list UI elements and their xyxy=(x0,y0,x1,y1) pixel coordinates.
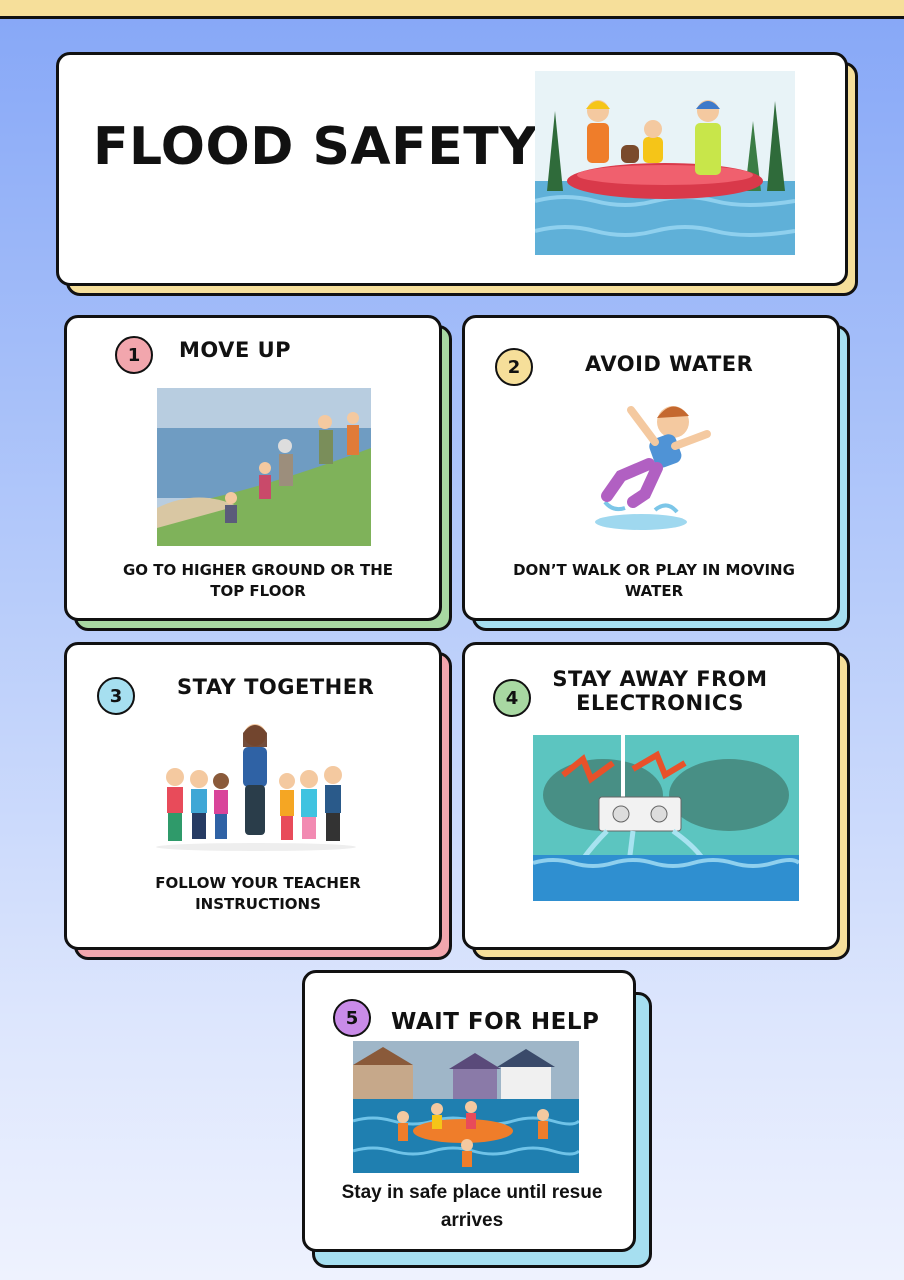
top-bar xyxy=(0,0,904,19)
step-title: AVOID WATER xyxy=(585,352,754,376)
step-caption: GO TO HIGHER GROUND OR THE TOP FLOOR xyxy=(122,561,394,600)
step-card-2: 2 AVOID WATER DON’T WALK OR PLAY IN MOVI… xyxy=(462,315,850,631)
step-title: STAY AWAY FROM ELECTRONICS xyxy=(552,667,768,715)
step-card-5: 5 WAIT FOR HELP Stay in safe place until… xyxy=(302,970,652,1268)
step-title: MOVE UP xyxy=(179,338,292,362)
step-number-badge: 4 xyxy=(493,679,531,717)
flood-rescue-boat-illustration xyxy=(353,1041,579,1173)
rescue-boat-illustration xyxy=(535,71,795,255)
step-number-badge: 1 xyxy=(115,336,153,374)
step-title: WAIT FOR HELP xyxy=(391,1009,600,1035)
step-card-3: 3 STAY TOGETHER FOLLOW YOUR TEACHER INST… xyxy=(64,642,452,960)
page-title: FLOOD SAFETY xyxy=(93,117,538,177)
teacher-with-children-illustration xyxy=(156,724,356,851)
step-caption: FOLLOW YOUR TEACHER INSTRUCTIONS xyxy=(155,874,361,913)
step-caption: Stay in safe place until resue arrives xyxy=(341,1182,603,1231)
step-card-1: 1 MOVE UP GO TO HIGHER GROUND OR THE TOP… xyxy=(64,315,452,631)
step-number-badge: 5 xyxy=(333,999,371,1037)
step-number-badge: 3 xyxy=(97,677,135,715)
step-caption: DON’T WALK OR PLAY IN MOVING WATER xyxy=(513,561,795,600)
step-number-badge: 2 xyxy=(495,348,533,386)
child-slipping-illustration xyxy=(595,406,711,530)
people-climbing-hill-illustration xyxy=(157,388,371,546)
electrical-outlet-flood-illustration xyxy=(533,735,799,901)
step-title: STAY TOGETHER xyxy=(177,675,375,699)
header-card: FLOOD SAFETY xyxy=(56,52,858,296)
step-card-4: 4 STAY AWAY FROM ELECTRONICS xyxy=(462,642,850,960)
